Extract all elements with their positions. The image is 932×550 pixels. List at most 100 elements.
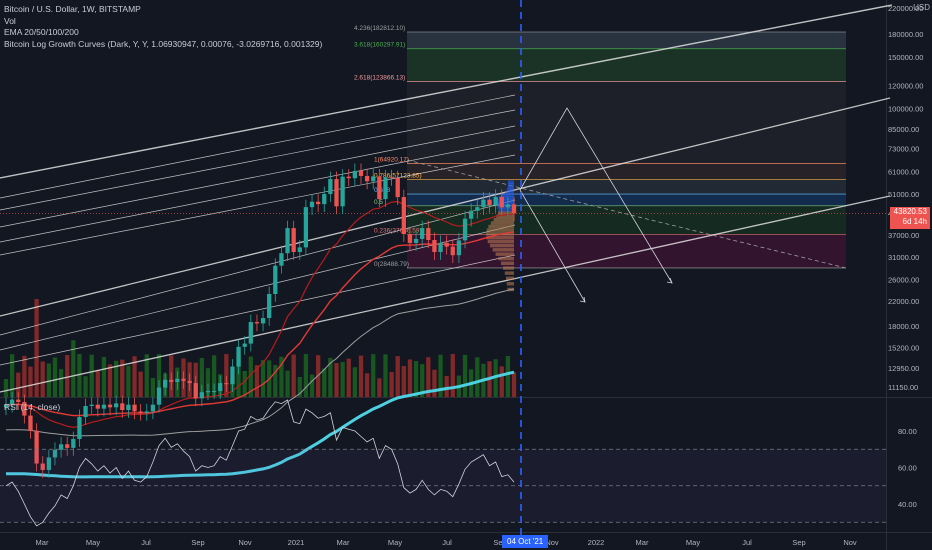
candle-body [144,411,149,413]
last-price-label: 43820.53 6d 14h [890,207,930,229]
volume-bar [120,359,125,397]
fib-zone [407,48,846,82]
candle-body [132,404,137,412]
volume-bar [438,354,443,397]
volume-bar [407,359,413,397]
volume-profile-bar [496,199,514,203]
chart-legend: Bitcoin / U.S. Dollar, 1W, BITSTAMP Vol … [4,4,322,50]
volume-bar [371,354,376,397]
growth-curve [0,195,891,393]
volume-profile-bar [505,190,514,195]
symbol-title[interactable]: Bitcoin / U.S. Dollar, 1W, BITSTAMP [4,4,141,14]
candle-body [205,391,211,393]
volume-bar [144,354,149,397]
ema-50-line [5,231,515,417]
volume-bar [450,354,455,397]
volume-bar [285,370,290,397]
volume-profile [486,180,514,292]
volume-profile-bar [502,193,514,198]
ema-100-line [5,288,515,437]
price-tick-label: 12950.00 [888,364,919,373]
volume-profile-bar [507,185,514,190]
candle-body [187,380,192,384]
volume-bar [205,368,211,397]
candle-body [3,404,9,408]
candle-body [138,411,143,413]
bar-countdown: 6d 14h [902,217,927,226]
volume-bar [273,364,278,397]
price-axis[interactable]: 11150.00 12950.00 15200.00 18000.00 22000.00… [888,4,923,509]
growth-curve [0,154,516,256]
candle-body [352,170,358,179]
volume-indicator-label[interactable]: Vol [4,15,16,26]
volume-profile-bar [486,235,514,240]
candle-body [230,366,235,385]
candle-body [169,379,174,382]
candle-body [52,449,58,458]
candle-body [462,218,468,241]
price-tick-label: 120000.00 [888,81,923,90]
fib-level-label: 3.618(160297.91) [354,42,405,49]
rsi-legend[interactable]: RSI (14, close) [4,402,61,412]
candle-body [401,197,406,235]
volume-bar [279,356,284,397]
time-tick-label: Sep [792,538,805,547]
time-tick-label: Sep [191,538,204,547]
candle-body [150,404,156,412]
volume-bar [358,355,364,397]
growth-curve [0,109,516,211]
candle-body [328,179,333,195]
volume-bar [377,378,382,397]
volume-bar [242,370,247,397]
currency-label[interactable]: USD [913,3,930,12]
volume-bar [432,369,437,397]
time-tick-label: Jul [442,538,452,547]
time-tick-label: Nov [545,538,559,547]
candle-body [499,196,504,208]
price-tick-label: 100000.00 [888,105,923,114]
time-tick-label: Mar [636,538,649,547]
ema-200-line [6,370,515,479]
fib-zone [407,179,846,195]
candle-body [493,196,498,205]
volume-bar [395,356,400,397]
volume-bar [28,366,33,397]
volume-bar [16,372,21,397]
volume-bar [65,354,70,397]
volume-bar [3,379,9,397]
time-tick-label: 2021 [288,538,305,547]
candlesticks[interactable] [3,163,517,478]
volume-bar [505,355,511,397]
ema-indicator-label[interactable]: EMA 20/50/100/200 [4,27,79,37]
volume-profile-bar [506,282,514,286]
growth-curve [0,4,893,179]
volume-profile-bar [504,271,514,275]
candle-body [420,228,425,239]
volume-bar [22,355,27,397]
volume-bar [426,357,431,397]
price-tick-label: 73000.00 [888,145,919,154]
fib-level-label: 2.618(123866.13) [354,74,405,81]
candle-body [254,322,260,324]
volume-bar [132,356,137,397]
volume-bar [364,373,370,397]
volume-bar [322,368,327,397]
volume-profile-bar [492,248,514,252]
time-tick-label: Jul [742,538,752,547]
growth-curve [0,97,891,317]
time-axis[interactable]: Mar May Jul Sep Nov 2021 Mar May Jul Sep Nov 2022 Ma… [36,538,857,547]
candle-body [273,265,278,295]
volume-profile-bar [495,252,514,256]
candle-body [450,246,455,256]
volume-profile-bar [489,243,514,248]
last-price-value: 43820.53 [893,207,927,216]
growth-curves-indicator-label[interactable]: Bitcoin Log Growth Curves (Dark, Y, Y, 1… [4,38,323,49]
candle-body [346,176,351,179]
volume-bar [101,357,107,397]
candle-body [297,247,302,253]
candle-body [175,378,180,382]
time-tick-label: Mar [337,538,350,547]
growth-curve [0,224,516,351]
